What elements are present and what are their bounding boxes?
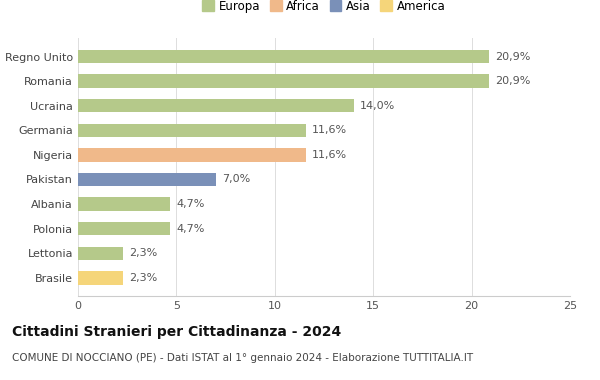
Text: 20,9%: 20,9% [495,76,530,86]
Bar [78,124,306,137]
Bar [78,74,490,88]
Bar [78,148,306,162]
Bar [78,271,123,285]
Text: 4,7%: 4,7% [176,224,205,234]
Text: 11,6%: 11,6% [312,150,347,160]
Text: COMUNE DI NOCCIANO (PE) - Dati ISTAT al 1° gennaio 2024 - Elaborazione TUTTITALI: COMUNE DI NOCCIANO (PE) - Dati ISTAT al … [12,353,473,363]
Text: 14,0%: 14,0% [359,101,395,111]
Text: 2,3%: 2,3% [129,248,157,258]
Text: 7,0%: 7,0% [221,174,250,185]
Text: 20,9%: 20,9% [495,52,530,62]
Text: 4,7%: 4,7% [176,199,205,209]
Legend: Europa, Africa, Asia, America: Europa, Africa, Asia, America [200,0,448,15]
Text: 11,6%: 11,6% [312,125,347,135]
Bar [78,222,170,236]
Bar [78,99,353,112]
Text: 2,3%: 2,3% [129,273,157,283]
Bar [78,50,490,63]
Bar [78,197,170,211]
Bar [78,173,216,186]
Bar [78,247,123,260]
Text: Cittadini Stranieri per Cittadinanza - 2024: Cittadini Stranieri per Cittadinanza - 2… [12,325,341,339]
